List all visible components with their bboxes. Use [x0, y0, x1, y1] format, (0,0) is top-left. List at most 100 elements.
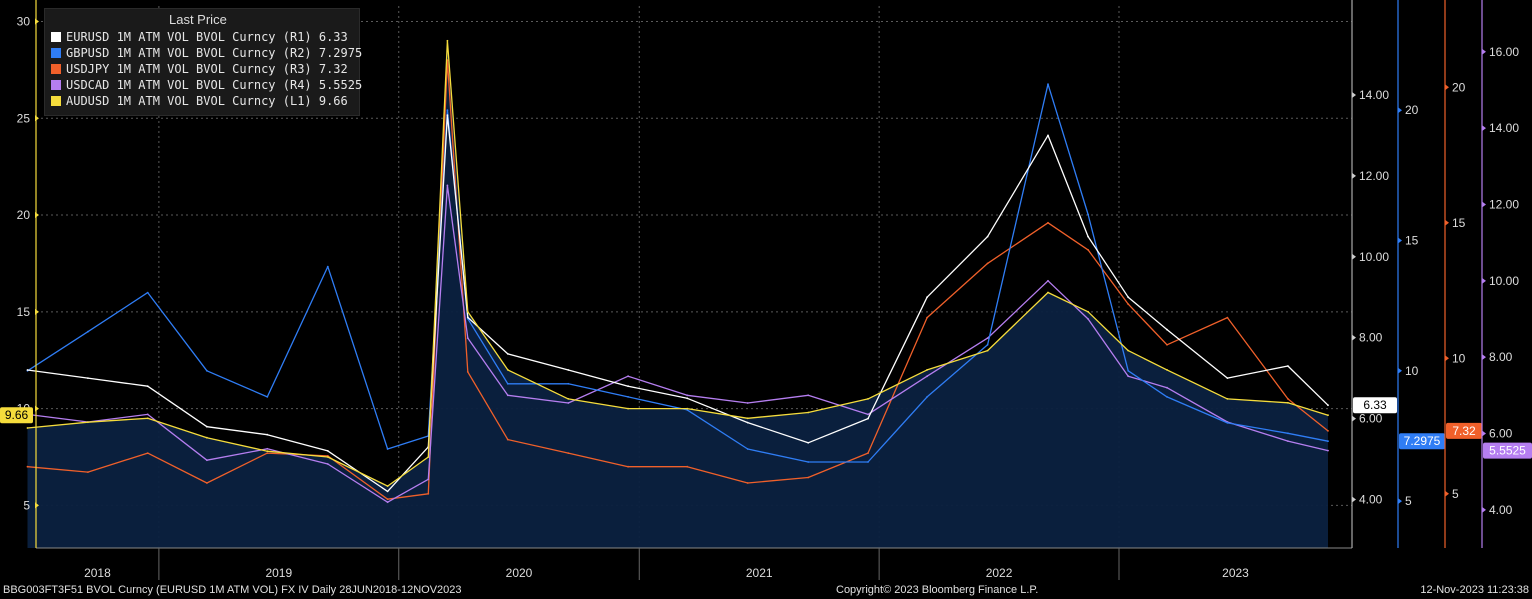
tick-mark-r2 — [1398, 237, 1402, 244]
y-tick-r4-14.00: 14.00 — [1489, 121, 1519, 135]
point-audusd-9 — [466, 310, 469, 313]
point-audusd-6 — [386, 485, 389, 487]
legend-label-gbpusd: GBPUSD 1M ATM VOL BVOL Curncy (R2) 7.297… — [66, 46, 363, 60]
tick-mark-r4 — [1482, 506, 1486, 513]
y-tick-l1-5: 5 — [23, 498, 30, 512]
last-value-l1: 9.66 — [5, 408, 29, 422]
y-tick-r1-6.00: 6.00 — [1359, 412, 1383, 426]
point-audusd-22 — [1166, 369, 1168, 371]
point-eurusd-20 — [1087, 235, 1089, 238]
point-gbpusd-12 — [627, 396, 629, 398]
tick-mark-l1 — [35, 212, 39, 219]
legend-swatch-eurusd — [51, 32, 61, 42]
footer-bar: BBG003FT3F51 BVOL Curncy (EURUSD 1M ATM … — [0, 583, 1532, 599]
last-value-r4: 5.5525 — [1489, 444, 1526, 458]
y-tick-r2-5: 5 — [1405, 494, 1412, 508]
point-usdcad-5 — [326, 463, 329, 465]
tick-mark-r3 — [1445, 84, 1449, 91]
point-usdjpy-3 — [206, 482, 208, 484]
point-audusd-15 — [807, 411, 810, 414]
point-usdjpy-1 — [87, 471, 89, 473]
legend-swatch-usdjpy — [51, 64, 61, 74]
point-usdjpy-16 — [867, 452, 869, 454]
point-eurusd-13 — [686, 397, 689, 400]
point-audusd-10 — [506, 369, 509, 371]
point-usdcad-10 — [506, 394, 509, 397]
x-tick-2022: 2022 — [986, 566, 1013, 580]
legend-entry-usdjpy: USDJPY 1M ATM VOL BVOL Curncy (R3) 7.32 — [51, 61, 348, 77]
point-gbpusd-17 — [926, 396, 928, 398]
point-eurusd-25 — [1327, 404, 1329, 407]
point-usdjpy-6 — [386, 498, 389, 501]
tick-mark-r4 — [1482, 430, 1486, 437]
tick-mark-r4 — [1482, 48, 1486, 55]
tick-mark-r3 — [1445, 490, 1449, 497]
point-usdjpy-15 — [807, 476, 810, 479]
point-usdjpy-17 — [926, 316, 928, 319]
legend-entry-gbpusd: GBPUSD 1M ATM VOL BVOL Curncy (R2) 7.297… — [51, 45, 362, 61]
point-eurusd-9 — [466, 316, 469, 319]
legend-title: Last Price — [169, 12, 227, 27]
y-tick-r2-20: 20 — [1405, 103, 1419, 117]
y-tick-r3-20: 20 — [1452, 80, 1466, 94]
y-tick-r4-4.00: 4.00 — [1489, 503, 1513, 517]
point-eurusd-14 — [746, 421, 749, 424]
legend-label-audusd: AUDUSD 1M ATM VOL BVOL Curncy (L1) 9.66 — [66, 94, 348, 108]
point-eurusd-24 — [1287, 365, 1289, 367]
point-audusd-16 — [867, 398, 869, 400]
x-tick-2021: 2021 — [746, 566, 773, 580]
tick-mark-r2 — [1398, 498, 1402, 505]
point-audusd-19 — [1047, 291, 1049, 294]
point-audusd-5 — [326, 456, 329, 458]
point-audusd-3 — [206, 436, 208, 439]
point-gbpusd-8 — [446, 109, 449, 112]
y-tick-r4-16.00: 16.00 — [1489, 45, 1519, 59]
y-tick-l1-30: 30 — [17, 14, 31, 28]
area-fill-audusd — [27, 40, 1328, 549]
point-gbpusd-2 — [146, 291, 149, 294]
legend-label-eurusd: EURUSD 1M ATM VOL BVOL Curncy (R1) 6.33 — [66, 30, 348, 44]
point-usdcad-19 — [1047, 279, 1049, 282]
y-tick-r1-4.00: 4.00 — [1359, 492, 1383, 506]
y-tick-r4-6.00: 6.00 — [1489, 426, 1513, 440]
point-eurusd-11 — [567, 369, 570, 371]
tick-mark-r4 — [1482, 125, 1486, 132]
point-usdjpy-20 — [1087, 249, 1089, 251]
point-audusd-0 — [26, 427, 29, 429]
tick-mark-l1 — [35, 502, 39, 509]
point-eurusd-12 — [627, 385, 629, 388]
last-value-r1: 6.33 — [1363, 398, 1387, 412]
point-usdjpy-2 — [146, 452, 149, 454]
last-value-flag-r1 — [1353, 397, 1397, 414]
point-usdjpy-7 — [427, 492, 430, 495]
point-gbpusd-3 — [206, 369, 208, 372]
point-usdjpy-19 — [1047, 221, 1049, 224]
point-usdjpy-24 — [1287, 398, 1289, 400]
point-eurusd-23 — [1226, 377, 1229, 379]
tick-mark-r3 — [1445, 219, 1449, 226]
point-audusd-25 — [1327, 414, 1329, 417]
y-tick-r3-15: 15 — [1452, 216, 1466, 230]
series-line-usdcad — [27, 184, 1329, 503]
footer-copyright: Copyright© 2023 Bloomberg Finance L.P. — [836, 584, 1039, 596]
y-tick-r1-10.00: 10.00 — [1359, 250, 1389, 264]
last-value-flag-r2 — [1399, 433, 1445, 450]
legend-entry-usdcad: USDCAD 1M ATM VOL BVOL Curncy (R4) 5.552… — [51, 77, 362, 93]
y-tick-l1-25: 25 — [17, 111, 31, 125]
point-usdcad-25 — [1327, 449, 1329, 452]
tick-mark-r1 — [1352, 91, 1356, 98]
y-tick-r4-12.00: 12.00 — [1489, 197, 1519, 211]
point-usdjpy-10 — [506, 438, 509, 441]
point-gbpusd-22 — [1166, 396, 1168, 398]
point-gbpusd-10 — [506, 382, 509, 385]
tick-mark-l1 — [35, 18, 39, 25]
tick-mark-r4 — [1482, 201, 1486, 208]
point-usdcad-22 — [1166, 386, 1168, 389]
x-tick-2019: 2019 — [265, 566, 292, 580]
tick-mark-r1 — [1352, 334, 1356, 341]
series-line-audusd — [27, 40, 1329, 487]
point-usdcad-11 — [567, 402, 570, 404]
point-gbpusd-19 — [1047, 83, 1049, 86]
point-eurusd-21 — [1127, 296, 1130, 299]
point-gbpusd-15 — [807, 461, 810, 463]
